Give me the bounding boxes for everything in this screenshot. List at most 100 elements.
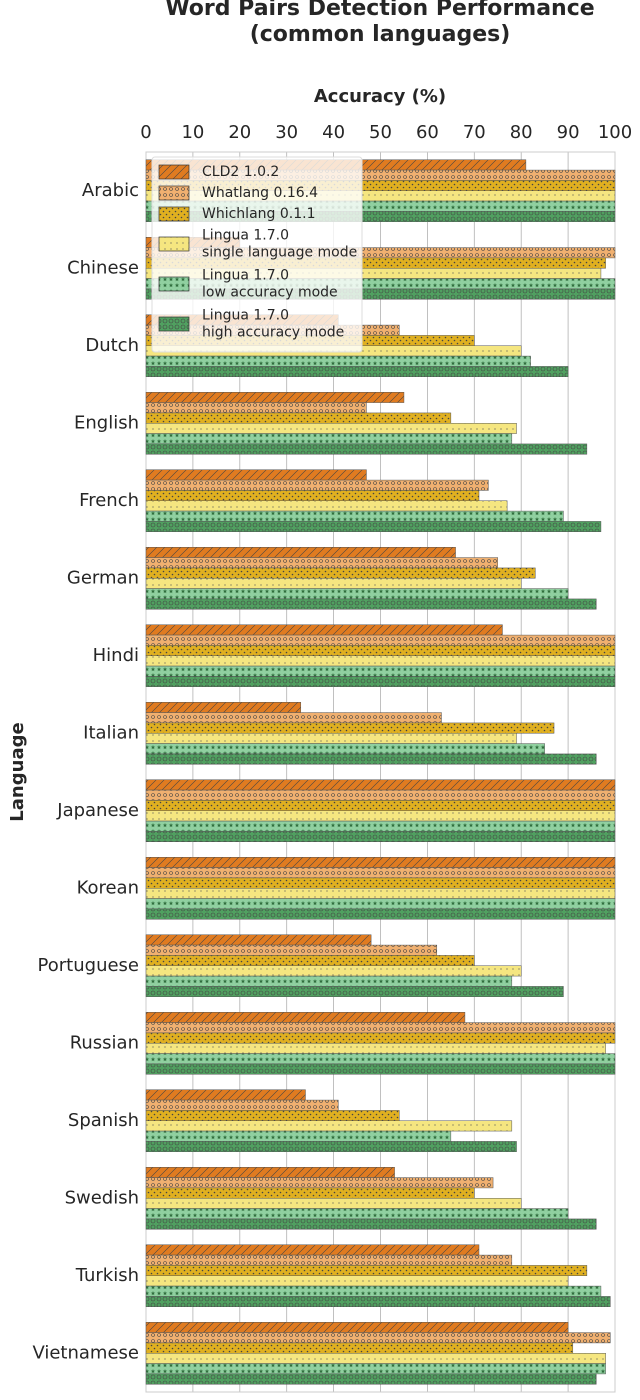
legend-swatch [158, 206, 190, 222]
bar [145, 634, 616, 646]
bar [145, 743, 545, 755]
bar [145, 1322, 569, 1333]
bar [145, 955, 475, 967]
bar [145, 1043, 606, 1054]
bar [145, 510, 564, 522]
x-tick-label: 10 [181, 122, 204, 143]
legend-label: Lingua 1.7.0 single language mode [202, 228, 357, 261]
bar [145, 877, 616, 889]
bar [145, 547, 456, 558]
y-tick-label: Russian [70, 1032, 139, 1053]
bar [145, 965, 522, 977]
x-tick-label: 30 [275, 122, 298, 143]
bar [145, 1244, 480, 1256]
bar [145, 588, 569, 600]
bar [145, 1265, 588, 1276]
y-axis-label: Language [7, 722, 28, 821]
x-tick-label: 20 [228, 122, 251, 143]
bar [145, 557, 498, 569]
bar [145, 392, 405, 403]
bar [145, 1012, 466, 1023]
bar [145, 800, 616, 812]
bar [145, 831, 616, 843]
bar [145, 433, 513, 445]
chart-title: Word Pairs Detection Performance (common … [165, 0, 594, 47]
y-tick-label: Vietnamese [32, 1342, 139, 1363]
bar [145, 288, 616, 300]
legend-swatch [158, 164, 190, 180]
bar [145, 366, 569, 377]
y-tick-label: Italian [83, 722, 139, 743]
bar [145, 975, 513, 987]
y-tick-label: Hindi [93, 645, 139, 666]
bar [145, 1141, 517, 1152]
bar [145, 624, 503, 636]
x-tick-label: 90 [557, 122, 580, 143]
x-axis-label: Accuracy (%) [314, 86, 446, 107]
bar [145, 702, 302, 713]
legend-label: Whichlang 0.1.1 [202, 206, 315, 222]
y-tick-label: Chinese [67, 257, 139, 278]
bar [145, 944, 438, 956]
x-tick-label: 40 [322, 122, 345, 143]
bar [145, 1363, 606, 1375]
bar [145, 753, 597, 765]
legend-label: CLD2 1.0.2 [202, 164, 279, 180]
bar [145, 867, 616, 879]
bar [145, 1285, 602, 1297]
bar [145, 986, 564, 998]
bar [145, 423, 517, 434]
bar [145, 1089, 306, 1101]
bar [145, 1167, 395, 1178]
bar [145, 211, 616, 223]
bar [145, 820, 616, 832]
y-tick-label: German [67, 567, 139, 588]
bar [145, 1110, 400, 1121]
bar [145, 1032, 616, 1044]
y-tick-label: Korean [77, 877, 139, 898]
bar [145, 1342, 574, 1354]
bar [145, 1177, 494, 1189]
bar [145, 888, 616, 899]
bar [145, 1022, 616, 1034]
bar [145, 645, 616, 657]
y-tick-label: Spanish [68, 1110, 139, 1131]
bar [145, 1353, 606, 1364]
bar [145, 1053, 616, 1065]
x-tick-label: 80 [510, 122, 533, 143]
legend-swatch [158, 236, 190, 252]
bar [145, 1218, 597, 1230]
bar [145, 578, 522, 589]
bar [145, 567, 536, 579]
y-tick-label: English [74, 412, 139, 433]
bar [145, 1099, 339, 1111]
y-tick-label: Arabic [82, 180, 139, 201]
x-tick-label: 0 [140, 122, 151, 143]
bar [145, 1187, 475, 1199]
legend-swatch [158, 316, 190, 332]
bar [145, 412, 452, 424]
bar [145, 676, 616, 688]
legend-box [151, 156, 363, 353]
bar [145, 1254, 513, 1266]
bar [145, 1208, 569, 1220]
y-tick-label: Swedish [65, 1187, 139, 1208]
bar [145, 500, 508, 512]
y-tick-label: Japanese [56, 800, 139, 821]
bar [145, 857, 616, 868]
bar [145, 779, 616, 791]
bar [145, 490, 480, 501]
bar [145, 1130, 452, 1142]
x-tick-label: 70 [463, 122, 486, 143]
bar [145, 469, 367, 481]
bar [145, 712, 442, 724]
bar [145, 733, 517, 744]
y-tick-label: Portuguese [38, 955, 139, 976]
x-tick-label: 60 [416, 122, 439, 143]
bar [145, 908, 616, 920]
bar [145, 402, 367, 414]
bar [145, 1332, 611, 1344]
bar [145, 722, 555, 734]
legend-label: Whatlang 0.16.4 [202, 185, 318, 201]
